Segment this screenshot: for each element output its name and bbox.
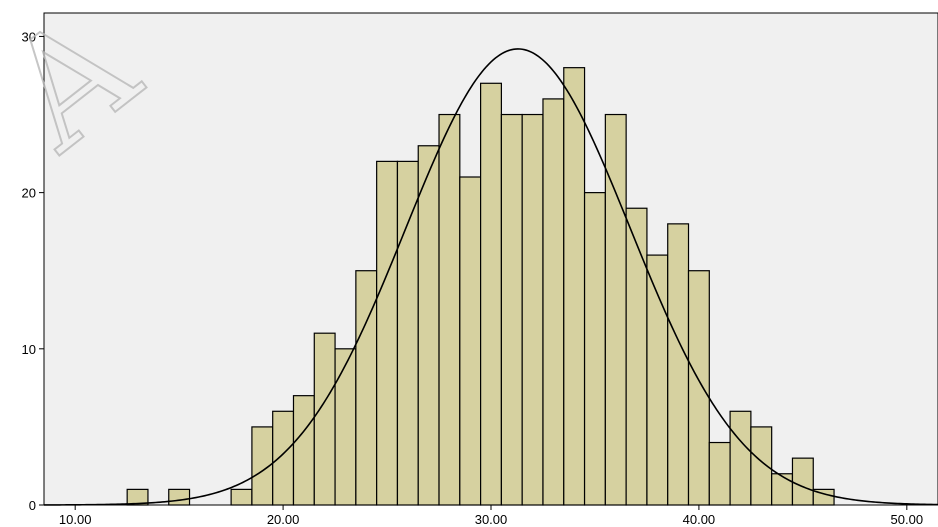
- normal-curve: [43, 48, 938, 506]
- histogram-bar: [230, 488, 253, 506]
- histogram-bar: [563, 67, 586, 506]
- y-tick-label: 10: [22, 342, 36, 357]
- histogram-bar: [500, 113, 523, 506]
- bars-group: [126, 67, 835, 506]
- x-tick-label: 30.00: [475, 512, 508, 527]
- y-tick-label: 0: [29, 498, 36, 513]
- histogram-bar: [625, 207, 648, 506]
- histogram-bar: [417, 145, 440, 506]
- x-tick-label: 50.00: [891, 512, 924, 527]
- y-tick-label: 30: [22, 29, 36, 44]
- histogram-bar: [729, 410, 752, 506]
- histogram-bar: [604, 113, 627, 506]
- histogram-bar: [459, 176, 482, 506]
- histogram-bar: [272, 410, 295, 506]
- histogram-bar: [812, 488, 835, 506]
- histogram-bar: [750, 426, 773, 506]
- histogram-bar: [292, 395, 315, 506]
- histogram-bar: [521, 113, 544, 506]
- histogram-bar: [126, 488, 149, 506]
- histogram-bar: [667, 223, 690, 506]
- histogram-bar: [542, 98, 565, 506]
- histogram-bar: [771, 473, 794, 506]
- histogram-bar: [708, 441, 731, 506]
- x-tick-label: 20.00: [267, 512, 300, 527]
- x-tick-label: 40.00: [683, 512, 716, 527]
- histogram-bar: [376, 160, 399, 506]
- histogram-bar: [438, 113, 461, 506]
- histogram-bar: [583, 192, 606, 506]
- histogram-bar: [687, 270, 710, 506]
- x-tick-label: 10.00: [59, 512, 92, 527]
- histogram-bar: [396, 160, 419, 506]
- histogram-bar: [313, 332, 336, 506]
- histogram-bar: [334, 348, 357, 506]
- histogram-bar: [791, 457, 814, 506]
- histogram-bar: [168, 488, 191, 506]
- x-axis: 10.00 20.00 30.00 40.00 50.00: [59, 505, 923, 527]
- y-axis: 0 10 20 30: [22, 29, 44, 513]
- histogram-bar: [480, 82, 502, 506]
- y-tick-label: 20: [22, 186, 36, 201]
